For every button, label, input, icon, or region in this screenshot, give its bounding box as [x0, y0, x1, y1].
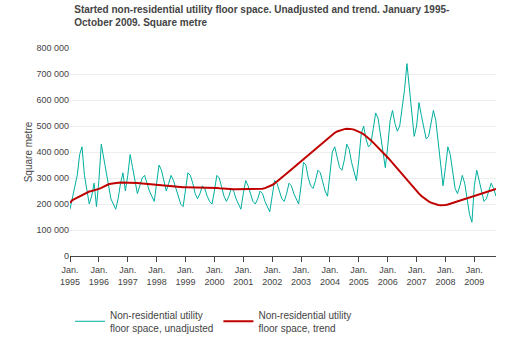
svg-text:Jan.2002: Jan.2002 — [262, 265, 282, 287]
svg-text:700 000: 700 000 — [36, 69, 69, 79]
svg-text:400 000: 400 000 — [36, 147, 69, 157]
svg-text:200 000: 200 000 — [36, 199, 69, 209]
svg-text:Jan.2000: Jan.2000 — [204, 265, 224, 287]
svg-text:Jan.1998: Jan.1998 — [147, 265, 167, 287]
svg-text:Jan.2001: Jan.2001 — [233, 265, 253, 287]
svg-text:600 000: 600 000 — [36, 95, 69, 105]
svg-text:Jan.2007: Jan.2007 — [407, 265, 427, 287]
svg-text:0: 0 — [64, 251, 69, 261]
svg-text:Started non-residential utilit: Started non-residential utility floor sp… — [74, 4, 449, 28]
svg-text:Jan.2003: Jan.2003 — [291, 265, 311, 287]
svg-text:Jan.1995: Jan.1995 — [60, 265, 80, 287]
svg-text:300 000: 300 000 — [36, 173, 69, 183]
svg-text:Jan.2004: Jan.2004 — [320, 265, 340, 287]
svg-text:Jan.2005: Jan.2005 — [349, 265, 369, 287]
svg-text:800 000: 800 000 — [36, 43, 69, 53]
svg-text:Non-residential utilityfloor s: Non-residential utilityfloor space, unad… — [110, 310, 213, 334]
svg-text:500 000: 500 000 — [36, 121, 69, 131]
svg-text:Jan.2006: Jan.2006 — [378, 265, 398, 287]
svg-text:100 000: 100 000 — [36, 225, 69, 235]
svg-text:Jan.1996: Jan.1996 — [89, 265, 109, 287]
svg-text:Jan.2009: Jan.2009 — [464, 265, 484, 287]
svg-text:Jan.1999: Jan.1999 — [176, 265, 196, 287]
svg-text:Jan.2008: Jan.2008 — [435, 265, 455, 287]
svg-text:Non-residential utilityfloor s: Non-residential utilityfloor space, tren… — [258, 310, 351, 334]
svg-text:Square metre: Square metre — [23, 121, 34, 182]
svg-text:Jan.1997: Jan.1997 — [118, 265, 138, 287]
